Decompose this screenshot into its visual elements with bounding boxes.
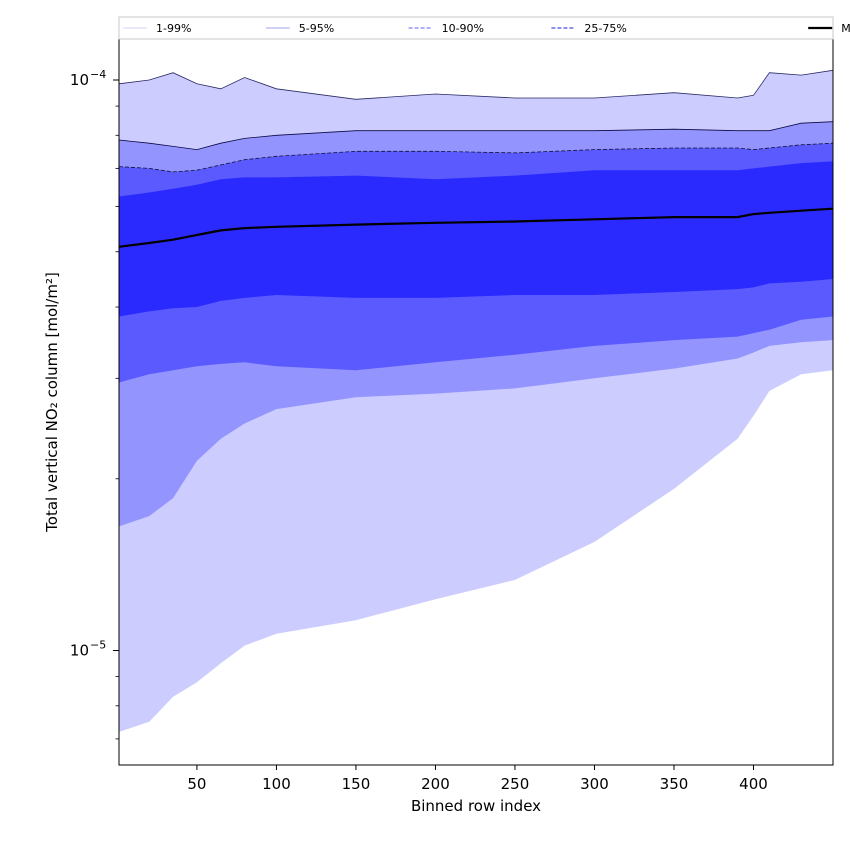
y-tick-label: 10: [70, 642, 89, 660]
percentile-lines: [118, 69, 834, 248]
x-tick-label: 50: [187, 775, 206, 793]
x-tick-label: 100: [262, 775, 291, 793]
legend-label-5-95: 5-95%: [299, 22, 334, 35]
legend-label-25-75: 25-75%: [584, 22, 626, 35]
legend-box: [118, 16, 834, 40]
legend-label-10-90: 10-90%: [442, 22, 484, 35]
y-tick-exponent: −4: [90, 68, 106, 81]
y-tick-exponent: −5: [90, 639, 106, 652]
legend: 1-99% 5-95% 10-90% 25-75% Median: [118, 16, 850, 40]
y-tick-label: 10: [70, 71, 89, 89]
y-axis-ticks: 10−510−4: [70, 68, 119, 740]
upper-line-5-95: [118, 121, 834, 151]
x-tick-label: 400: [739, 775, 768, 793]
x-tick-label: 250: [501, 775, 530, 793]
y-axis-label: Total vertical NO₂ column [mol/m²]: [43, 272, 61, 533]
percentile-bands: [119, 70, 833, 732]
band-25-75: [119, 161, 833, 317]
x-tick-label: 350: [660, 775, 689, 793]
legend-label-median: Median: [841, 22, 850, 35]
median-line: [118, 207, 834, 248]
x-tick-label: 200: [421, 775, 450, 793]
x-tick-label: 300: [580, 775, 609, 793]
x-axis-label: Binned row index: [411, 797, 541, 815]
x-axis-ticks: 50 100 150 200 250 300 350 400: [187, 765, 768, 793]
upper-line-1-99: [118, 69, 834, 100]
legend-label-1-99: 1-99%: [156, 22, 191, 35]
x-tick-label: 150: [342, 775, 371, 793]
upper-line-10-90: [118, 142, 834, 173]
